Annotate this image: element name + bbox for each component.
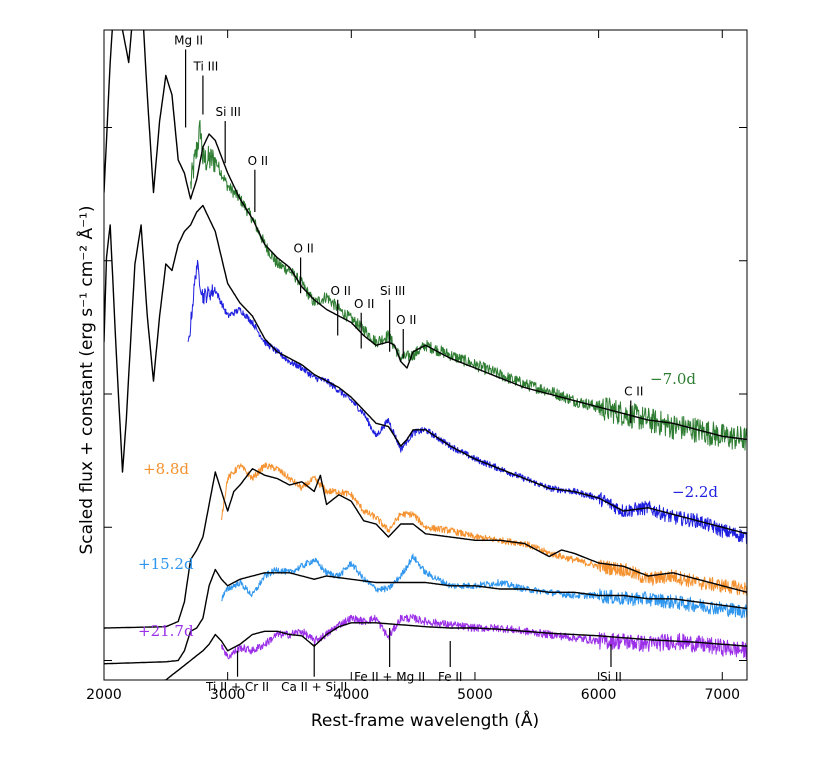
series--7-0d-model	[104, 30, 747, 441]
line-id-label-5: O II	[331, 284, 351, 298]
series--2-2d-model	[104, 204, 747, 535]
series--2-2d-observed	[187, 259, 747, 544]
epoch-label-3: +15.2d	[138, 555, 194, 573]
series--21-7d-model	[158, 622, 747, 680]
epoch-labels: −7.0d −2.2d +8.8d +15.2d +21.7d	[138, 370, 718, 640]
line-id-label-3: O II	[248, 154, 268, 168]
x-axis-label: Rest-frame wavelength (Å)	[311, 709, 539, 731]
line-id-label-9: C II	[624, 385, 643, 399]
line-id-label-0: Mg II	[174, 34, 203, 48]
line-id-label-1: Ti III	[193, 60, 219, 74]
x-tick-label-3: 5000	[457, 687, 493, 703]
line-id-label-6: O II	[354, 297, 374, 311]
series--15-2d-observed	[221, 553, 747, 619]
x-tick-label-0: 2000	[86, 687, 122, 703]
series--15-2d-model	[104, 568, 747, 665]
spectra-series	[104, 30, 747, 680]
line-id-label-4: O II	[293, 242, 313, 256]
line-id-label-12: Fe II + Mg II	[354, 670, 425, 684]
y-axis-ticks	[104, 127, 747, 661]
epoch-label-0: −7.0d	[650, 370, 696, 388]
epoch-label-4: +21.7d	[138, 622, 194, 640]
plot-frame	[103, 29, 748, 681]
epoch-label-1: −2.2d	[672, 483, 718, 501]
line-id-label-10: Ti II + Cr II	[205, 680, 269, 694]
x-tick-label-5: 7000	[704, 687, 740, 703]
epoch-label-2: +8.8d	[143, 460, 189, 478]
x-axis-ticks: 2000 3000 4000 5000 6000 7000	[86, 30, 740, 703]
line-id-label-14: Si II	[600, 670, 622, 684]
series--8-8d-model	[104, 468, 747, 629]
line-id-label-2: Si III	[215, 105, 240, 119]
x-tick-label-2: 4000	[333, 687, 369, 703]
series--7-0d-observed	[190, 119, 747, 451]
line-id-label-13: Fe II	[438, 670, 463, 684]
line-id-label-11: Ca II + Si II	[281, 680, 347, 694]
x-tick-label-4: 6000	[581, 687, 617, 703]
line-id-label-7: Si III	[380, 284, 405, 298]
y-axis-label: Scaled flux + constant (erg s⁻¹ cm⁻² Å⁻¹…	[75, 205, 97, 554]
series--21-7d-observed	[221, 613, 747, 660]
x-tick-label-1: 3000	[210, 687, 246, 703]
series--8-8d-observed	[221, 462, 747, 596]
line-id-label-8: O II	[396, 313, 416, 327]
